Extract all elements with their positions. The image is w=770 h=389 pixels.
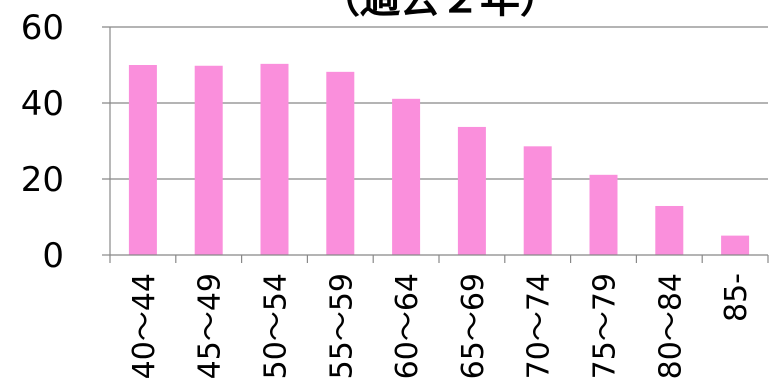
x-category-label: 65～69 xyxy=(456,273,491,379)
chart-title: （過去２年） xyxy=(320,0,560,22)
x-category-label: 85- xyxy=(719,273,754,322)
bar-55～59 xyxy=(326,71,355,255)
y-tick-label: 40 xyxy=(21,84,64,124)
x-category-label: 50～54 xyxy=(259,273,294,379)
axes xyxy=(109,27,769,263)
bar-80～84 xyxy=(655,205,684,255)
x-category-label: 80～84 xyxy=(653,273,688,379)
x-category-label: 70～74 xyxy=(522,273,557,379)
y-tick-label: 0 xyxy=(42,236,64,276)
y-tick-label: 60 xyxy=(21,8,64,48)
bar-45～49 xyxy=(194,65,223,255)
bar-75～79 xyxy=(589,174,618,255)
bar-85- xyxy=(721,235,750,255)
x-category-label: 60～64 xyxy=(390,273,425,379)
bar-50～54 xyxy=(260,63,289,255)
bar-60～64 xyxy=(392,98,421,255)
x-category-label: 55～59 xyxy=(324,273,359,379)
bar-65～69 xyxy=(457,126,486,255)
bar-40～44 xyxy=(128,65,157,255)
y-tick-labels: 0 20 40 60 xyxy=(21,8,64,276)
x-category-label: 40～44 xyxy=(127,273,162,379)
x-category-label: 45～49 xyxy=(193,273,228,379)
bar-70～74 xyxy=(523,146,552,255)
bars xyxy=(128,63,750,255)
x-category-labels: 40～44 45～49 50～54 55～59 60～64 65～69 70～74 75～79… xyxy=(127,273,754,379)
x-category-label: 75～79 xyxy=(588,273,623,379)
y-tick-label: 20 xyxy=(21,160,64,200)
